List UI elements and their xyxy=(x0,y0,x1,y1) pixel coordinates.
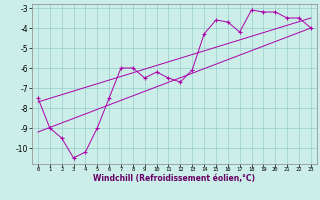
X-axis label: Windchill (Refroidissement éolien,°C): Windchill (Refroidissement éolien,°C) xyxy=(93,174,255,183)
